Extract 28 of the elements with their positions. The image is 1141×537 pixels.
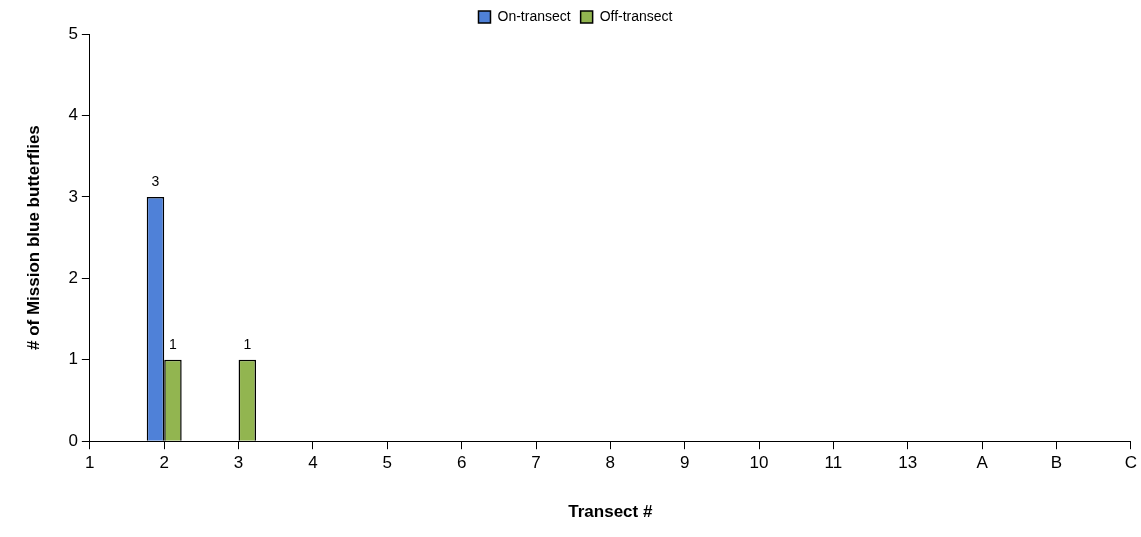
x-tick-label: 8 (605, 453, 616, 473)
y-tick-label: 5 (68, 23, 78, 43)
y-axis-title: # of Mission blue butterflies (23, 125, 43, 351)
x-tick-label: 7 (531, 453, 541, 473)
y-tick-label: 0 (68, 430, 78, 450)
y-tick-label: 1 (68, 349, 78, 369)
x-tick-label: 11 (824, 453, 843, 473)
legend-label: On-transect (497, 7, 571, 24)
x-tick-label: 1 (85, 453, 95, 473)
x-tick-label: 13 (898, 453, 918, 473)
x-tick-label: 4 (308, 453, 318, 473)
legend-label: Off-transect (599, 7, 673, 24)
x-tick-label: A (976, 453, 989, 473)
y-tick-label: 3 (68, 186, 78, 206)
x-axis-title: Transect # (568, 502, 653, 522)
data-label: 1 (243, 335, 252, 352)
x-tick-label: 2 (159, 453, 169, 473)
x-tick-label: 10 (749, 453, 769, 473)
x-tick-label: B (1050, 453, 1063, 473)
x-tick-label: 9 (679, 453, 690, 473)
data-label: 3 (151, 172, 160, 189)
y-tick-label: 2 (68, 268, 78, 288)
x-tick-label: C (1124, 453, 1137, 473)
y-tick-label: 4 (68, 105, 78, 125)
x-tick-label: 6 (456, 453, 467, 473)
x-tick-label: 5 (382, 453, 393, 473)
x-tick-label: 3 (233, 453, 244, 473)
data-label: 1 (169, 335, 178, 352)
